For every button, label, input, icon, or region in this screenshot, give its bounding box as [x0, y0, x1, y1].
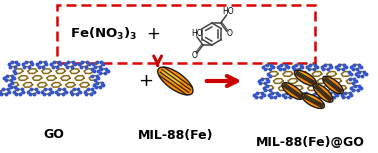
Text: HO: HO [223, 6, 234, 15]
Text: $+$: $+$ [138, 72, 153, 90]
Text: MIL-88(Fe): MIL-88(Fe) [138, 129, 213, 142]
Text: MIL-88(Fe)@GO: MIL-88(Fe)@GO [256, 136, 365, 149]
Ellipse shape [323, 76, 343, 94]
Ellipse shape [294, 70, 316, 86]
Ellipse shape [297, 72, 309, 80]
Ellipse shape [282, 83, 303, 99]
Ellipse shape [305, 95, 317, 102]
Text: GO: GO [44, 129, 65, 142]
FancyBboxPatch shape [57, 5, 315, 63]
Ellipse shape [302, 94, 324, 108]
Ellipse shape [285, 84, 296, 93]
Text: O: O [191, 50, 197, 60]
Ellipse shape [158, 67, 193, 95]
Ellipse shape [325, 78, 336, 87]
Text: $\mathbf{Fe(NO_3)_3}$: $\mathbf{Fe(NO_3)_3}$ [70, 26, 137, 42]
Text: O: O [226, 28, 232, 37]
Text: HO: HO [191, 28, 203, 37]
Ellipse shape [162, 70, 181, 84]
Text: $+$: $+$ [146, 25, 160, 43]
Ellipse shape [316, 86, 326, 95]
Ellipse shape [313, 84, 333, 102]
